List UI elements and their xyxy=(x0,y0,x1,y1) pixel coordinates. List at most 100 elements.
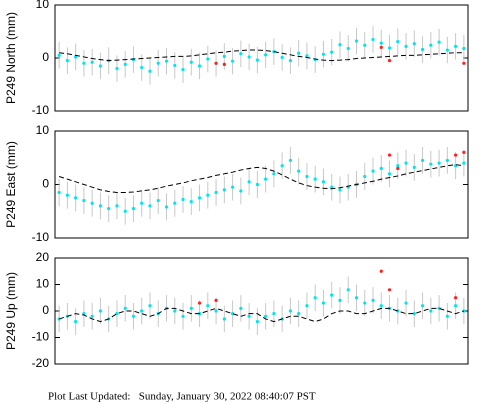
data-point xyxy=(387,172,392,176)
data-point xyxy=(74,55,78,59)
y-tick-label: 10 xyxy=(36,123,50,137)
data-point xyxy=(181,68,185,72)
data-point xyxy=(338,298,342,302)
data-point xyxy=(115,67,119,71)
data-point xyxy=(387,46,392,50)
data-point xyxy=(57,53,61,57)
data-point xyxy=(214,190,218,195)
data-point xyxy=(288,158,293,163)
data-point xyxy=(462,161,466,165)
data-point xyxy=(321,52,326,56)
data-point xyxy=(230,185,235,189)
y-tick-label: 0 xyxy=(42,177,49,191)
data-point xyxy=(239,52,243,56)
data-point xyxy=(123,62,127,66)
data-point xyxy=(404,301,408,305)
plot-frame xyxy=(54,130,469,239)
data-point xyxy=(156,61,160,65)
data-point xyxy=(255,320,259,324)
y-tick-label: -10 xyxy=(32,330,50,344)
data-point xyxy=(462,150,466,154)
data-point xyxy=(189,200,193,204)
data-point xyxy=(222,188,226,192)
data-point xyxy=(123,209,127,213)
model-line xyxy=(58,307,465,323)
data-point xyxy=(65,59,69,63)
data-point xyxy=(396,39,400,44)
data-point xyxy=(297,312,301,316)
data-point xyxy=(173,63,177,68)
data-point xyxy=(346,46,350,51)
model-line xyxy=(59,49,464,62)
data-point xyxy=(189,306,193,310)
data-point xyxy=(429,43,433,47)
data-point xyxy=(164,59,169,63)
data-point xyxy=(206,57,210,61)
data-point xyxy=(454,304,458,308)
data-point xyxy=(412,165,416,169)
data-point xyxy=(420,304,425,308)
data-point xyxy=(272,172,276,176)
data-point xyxy=(272,312,276,316)
data-point xyxy=(338,188,342,192)
data-point xyxy=(379,166,383,171)
data-point xyxy=(239,189,243,193)
data-point xyxy=(206,304,210,308)
data-point xyxy=(264,314,268,318)
data-point xyxy=(454,153,458,157)
data-point xyxy=(379,41,383,45)
data-point xyxy=(305,174,309,179)
data-point xyxy=(412,42,416,46)
data-point xyxy=(156,198,160,203)
data-point xyxy=(363,301,367,305)
data-point xyxy=(297,169,301,173)
data-point xyxy=(255,182,259,187)
data-point xyxy=(454,296,458,300)
data-point xyxy=(115,204,119,208)
data-point xyxy=(230,59,235,63)
data-point xyxy=(148,204,152,208)
data-point xyxy=(305,54,309,58)
footer: Plot Last Updated: Sunday, January 30, 2… xyxy=(48,391,316,403)
data-point xyxy=(321,180,326,184)
data-point xyxy=(437,306,441,310)
data-point xyxy=(123,306,127,310)
data-point xyxy=(264,177,268,181)
data-point xyxy=(354,296,359,300)
data-point xyxy=(387,288,392,292)
data-point xyxy=(280,55,284,60)
y-tick-label: 20 xyxy=(36,250,50,264)
data-point xyxy=(371,298,375,302)
data-point xyxy=(363,174,367,179)
y-tick-label: -10 xyxy=(32,103,50,117)
data-point xyxy=(98,64,103,68)
data-point xyxy=(189,60,193,64)
data-point xyxy=(131,314,136,318)
data-point xyxy=(247,180,251,184)
data-point xyxy=(288,309,293,313)
data-point xyxy=(396,309,400,313)
model-line xyxy=(58,164,464,194)
data-point xyxy=(330,50,334,54)
data-point xyxy=(462,61,466,65)
data-point xyxy=(420,47,425,52)
y-tick-label: 0 xyxy=(42,303,49,317)
data-point xyxy=(148,69,152,73)
data-point xyxy=(140,309,144,313)
data-point xyxy=(272,50,276,54)
data-point xyxy=(379,269,383,273)
y-axis-label: P249 Up (mm) xyxy=(4,272,18,350)
data-point xyxy=(429,309,433,313)
data-point xyxy=(90,201,94,205)
data-point xyxy=(387,59,392,63)
data-point xyxy=(247,314,251,318)
data-point xyxy=(98,309,103,313)
data-point xyxy=(82,61,86,65)
data-point xyxy=(107,206,111,211)
data-point xyxy=(429,162,433,166)
data-point xyxy=(65,193,69,197)
data-point xyxy=(313,296,317,300)
data-point xyxy=(173,309,177,313)
data-point xyxy=(321,301,326,305)
